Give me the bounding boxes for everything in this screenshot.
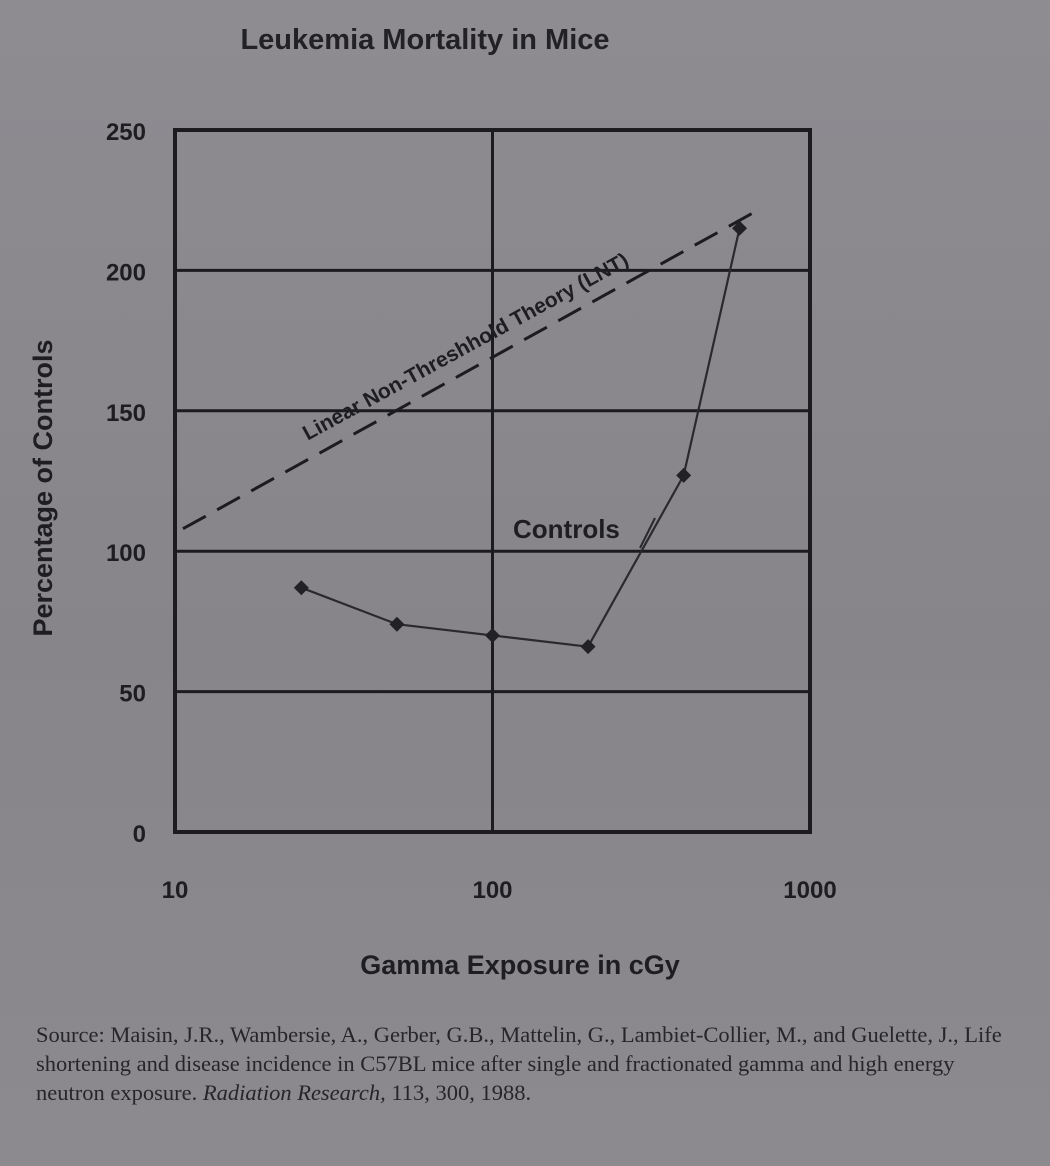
controls-marker-400 [676, 467, 692, 483]
plot-frame [173, 128, 812, 834]
grid-lines [175, 130, 810, 832]
series-layer [182, 207, 762, 655]
y-tick-label-150: 150 [106, 400, 146, 427]
controls-marker-200 [580, 639, 596, 655]
controls-marker-50 [389, 616, 405, 632]
controls-marker-600 [732, 220, 748, 236]
controls-marker-25 [293, 580, 309, 596]
x-tick-label-10: 10 [162, 877, 189, 904]
x-tick-label-100: 100 [472, 877, 512, 904]
x-axis-label: Gamma Exposure in cGy [360, 950, 680, 980]
x-tick-label-1000: 1000 [783, 877, 836, 904]
source-citation: Source: Maisin, J.R., Wambersie, A., Ger… [36, 1020, 1026, 1107]
y-tick-label-0: 0 [133, 821, 146, 848]
y-tick-label-250: 250 [106, 119, 146, 146]
y-tick-label-200: 200 [106, 259, 146, 286]
y-axis-label: Percentage of Controls [28, 339, 58, 636]
lnt-dashed-line [182, 207, 762, 531]
y-tick-label-100: 100 [106, 540, 146, 567]
controls-label-leader [639, 517, 656, 549]
source-text: Source: Maisin, J.R., Wambersie, A., Ger… [36, 1022, 1002, 1105]
controls-marker-100 [485, 627, 500, 643]
source-journal: Radiation Research, [202, 1080, 386, 1105]
chart-title: Leukemia Mortality in Mice [240, 24, 610, 56]
controls-line [300, 228, 741, 648]
tick-labels: 0 50 100 150 200 250 10 100 1000 [106, 119, 837, 904]
axes [173, 128, 812, 834]
source-volume: 113, 300, 1988. [391, 1080, 532, 1105]
controls-series-label: Controls [513, 514, 620, 544]
lnt-series-label: Linear Non-Threshhold Theory (LNT) [299, 249, 633, 445]
y-tick-label-50: 50 [119, 681, 146, 708]
